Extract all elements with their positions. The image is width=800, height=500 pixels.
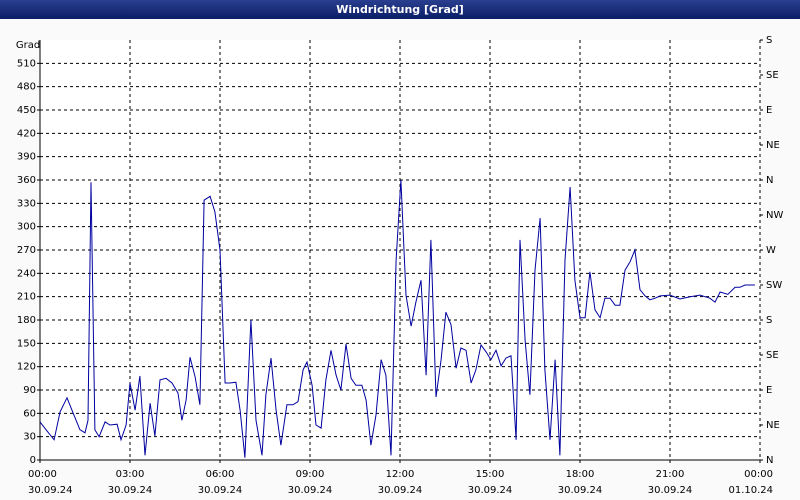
x-tick-date: 30.09.24	[648, 485, 693, 496]
y-tick-label: 480	[17, 82, 36, 93]
y-tick-label: 0	[30, 455, 36, 466]
y2-tick-label: S	[766, 35, 772, 46]
y-tick-label: 240	[17, 268, 36, 279]
y-tick-label: 210	[17, 292, 36, 303]
x-tick-date: 30.09.24	[558, 485, 603, 496]
x-tick-label: 12:00	[386, 469, 415, 480]
x-tick-label: 15:00	[476, 469, 505, 480]
y-tick-label: 450	[17, 105, 36, 116]
y-tick-label: 90	[23, 385, 36, 396]
y-tick-label: 510	[17, 58, 36, 69]
x-tick-label: 00:00	[744, 469, 773, 480]
x-tick-date: 30.09.24	[378, 485, 423, 496]
y2-tick-label: S	[766, 315, 772, 326]
y-tick-label: 330	[17, 198, 36, 209]
x-tick-date: 30.09.24	[198, 485, 243, 496]
x-tick-label: 21:00	[656, 469, 685, 480]
x-tick-label: 18:00	[566, 469, 595, 480]
y-axis-label: Grad	[16, 40, 40, 51]
y-tick-label: 180	[17, 315, 36, 326]
x-tick-date: 30.09.24	[288, 485, 333, 496]
y2-tick-label: E	[766, 105, 772, 116]
y2-tick-label: N	[766, 455, 773, 466]
y2-tick-label: SW	[766, 280, 782, 291]
y-tick-label: 270	[17, 245, 36, 256]
y2-tick-label: NE	[766, 140, 780, 151]
x-tick-label: 00:00	[28, 469, 57, 480]
y-tick-label: 150	[17, 338, 36, 349]
y2-tick-label: N	[766, 175, 773, 186]
y-tick-label: 30	[23, 432, 36, 443]
x-tick-date: 30.09.24	[468, 485, 513, 496]
y2-tick-label: SE	[766, 70, 779, 81]
x-tick-label: 09:00	[296, 469, 325, 480]
chart-title: Windrichtung [Grad]	[336, 3, 464, 16]
y-tick-label: 300	[17, 222, 36, 233]
title-bar	[0, 0, 800, 19]
x-tick-date: 01.10.24	[728, 485, 773, 496]
data-line	[39, 179, 755, 458]
y2-tick-label: NW	[766, 210, 783, 221]
y-tick-label: 420	[17, 128, 36, 139]
x-tick-label: 06:00	[206, 469, 235, 480]
y-tick-label: 360	[17, 175, 36, 186]
x-tick-date: 30.09.24	[28, 485, 73, 496]
y2-tick-label: NE	[766, 420, 780, 431]
y2-tick-label: W	[766, 245, 776, 256]
x-tick-label: 03:00	[116, 469, 145, 480]
y-tick-label: 390	[17, 152, 36, 163]
y-tick-label: 60	[23, 408, 36, 419]
x-tick-date: 30.09.24	[108, 485, 153, 496]
y2-tick-label: E	[766, 385, 772, 396]
y2-tick-label: SE	[766, 350, 779, 361]
y-tick-label: 120	[17, 362, 36, 373]
